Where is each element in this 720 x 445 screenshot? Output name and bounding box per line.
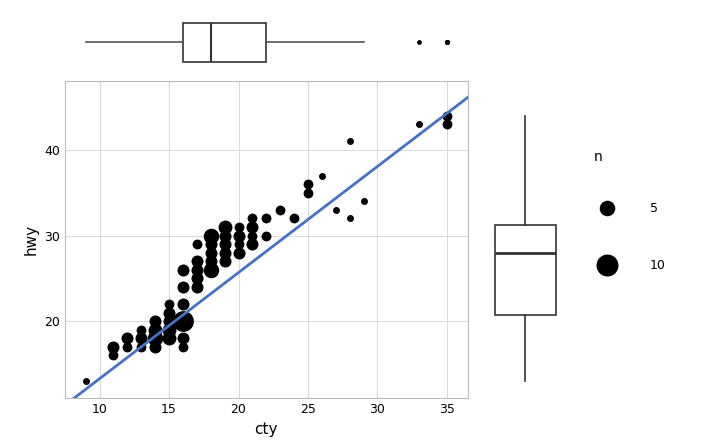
Text: 5: 5: [649, 202, 658, 214]
X-axis label: cty: cty: [255, 422, 278, 437]
Point: [177, 344, 189, 351]
Point: [177, 335, 189, 342]
Point: [177, 266, 189, 273]
Point: [302, 189, 314, 196]
Point: [191, 275, 202, 282]
Point: [413, 121, 425, 128]
Point: [205, 266, 217, 273]
Point: [219, 223, 230, 231]
PathPatch shape: [183, 23, 266, 61]
Point: [205, 258, 217, 265]
Point: [219, 241, 230, 248]
Point: [122, 344, 133, 351]
Point: [135, 344, 147, 351]
Point: [205, 232, 217, 239]
Point: [191, 258, 202, 265]
Point: [233, 232, 244, 239]
Point: [163, 326, 175, 333]
Text: 10: 10: [649, 259, 665, 271]
Point: [163, 335, 175, 342]
Y-axis label: hwy: hwy: [24, 224, 38, 255]
Point: [149, 318, 161, 325]
Point: [219, 258, 230, 265]
Point: [177, 318, 189, 325]
Point: [205, 241, 217, 248]
Point: [344, 138, 356, 145]
Point: [149, 335, 161, 342]
Point: [247, 223, 258, 231]
Point: [219, 249, 230, 256]
Point: [261, 232, 272, 239]
Point: [135, 326, 147, 333]
Point: [233, 249, 244, 256]
Point: [80, 378, 91, 385]
Point: [108, 344, 120, 351]
Text: n: n: [594, 150, 603, 164]
Point: [316, 172, 328, 179]
Point: [149, 326, 161, 333]
Point: [135, 335, 147, 342]
Point: [122, 335, 133, 342]
Point: [191, 266, 202, 273]
Point: [247, 232, 258, 239]
Point: [233, 241, 244, 248]
Point: [302, 181, 314, 188]
Point: [205, 249, 217, 256]
Point: [288, 215, 300, 222]
Point: [177, 300, 189, 307]
Point: [247, 241, 258, 248]
Point: [219, 232, 230, 239]
Point: [163, 318, 175, 325]
Point: [233, 223, 244, 231]
Point: [274, 206, 286, 214]
Point: [163, 309, 175, 316]
Point: [149, 344, 161, 351]
Point: [261, 215, 272, 222]
Point: [344, 215, 356, 222]
Point: [163, 300, 175, 307]
PathPatch shape: [495, 225, 556, 315]
Point: [108, 352, 120, 359]
Point: [177, 283, 189, 291]
Point: [358, 198, 369, 205]
Point: [441, 121, 453, 128]
Point: [247, 215, 258, 222]
Point: [191, 283, 202, 291]
Point: [330, 206, 341, 214]
Point: [191, 241, 202, 248]
Point: [441, 112, 453, 119]
